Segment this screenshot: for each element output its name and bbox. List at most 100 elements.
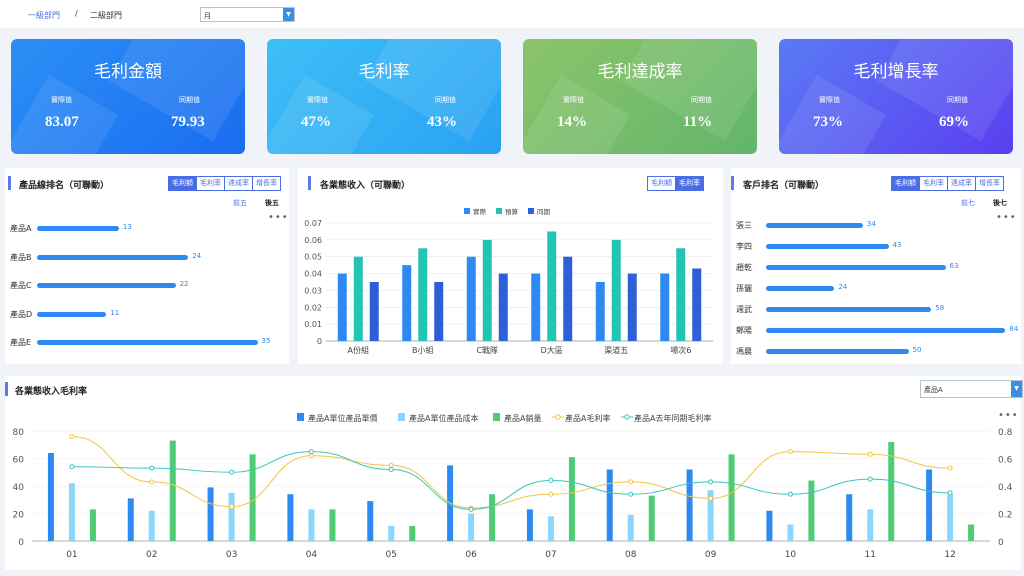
product-select[interactable]: 產品A ▼ xyxy=(920,380,1023,398)
kpi-actual-label: 實際值 xyxy=(819,96,840,104)
more-icon[interactable]: ••• xyxy=(996,212,1017,223)
rank-value: 22 xyxy=(179,280,189,288)
line-point xyxy=(229,504,235,510)
rank-bar[interactable] xyxy=(37,226,119,231)
line-point xyxy=(388,467,394,472)
kpi-card[interactable]: 毛利率 實際值 同期值 47% 43% xyxy=(267,39,501,154)
tab-achievement[interactable]: 達成率 xyxy=(225,177,253,190)
kpi-prior-label: 同期值 xyxy=(435,96,456,104)
tab-growth[interactable]: 增長率 xyxy=(253,177,280,190)
breadcrumb-level1[interactable]: 一級部門 xyxy=(28,11,60,20)
tab-achievement[interactable]: 達成率 xyxy=(948,177,976,190)
customer-rank-tabs: 毛利額 毛利率 達成率 增長率 xyxy=(891,176,1004,191)
rank-bar[interactable] xyxy=(766,223,863,228)
margin-panel: 各業態收入毛利率 產品A ▼ ••• 0 20 40 60 80 0 0.2 0.4 0.6 0.… xyxy=(5,376,1023,570)
rank-bar[interactable] xyxy=(766,244,889,249)
y-tick-label: 0.02 xyxy=(304,303,322,312)
y-tick-label: 40 xyxy=(13,483,25,493)
kpi-card[interactable]: 毛利達成率 實際值 同期值 14% 11% xyxy=(523,39,757,154)
line-point xyxy=(787,491,793,497)
rank-label: 產品A xyxy=(10,224,32,233)
x-tick-label: B小組 xyxy=(412,345,434,355)
x-tick-label: 09 xyxy=(705,550,717,560)
y-tick-label: 0.07 xyxy=(304,219,322,228)
kpi-prior-label: 同期值 xyxy=(947,96,968,104)
bottom-seven-link[interactable]: 後七 xyxy=(993,199,1007,207)
x-tick-label: 07 xyxy=(545,550,556,560)
legend-label: 產品A單位產品成本 xyxy=(409,413,478,423)
rank-bar[interactable] xyxy=(37,254,189,260)
bar xyxy=(563,256,573,341)
x-tick-label: 05 xyxy=(386,550,397,560)
bar xyxy=(418,248,428,341)
rank-value: 84 xyxy=(1009,325,1019,333)
kpi-card[interactable]: 毛利金額 實際值 同期值 83.07 79.93 xyxy=(11,39,245,154)
y2-tick-label: 0 xyxy=(998,538,1004,548)
rank-bar[interactable] xyxy=(766,286,835,291)
bar xyxy=(207,487,214,541)
rank-value: 50 xyxy=(912,346,922,354)
legend-label: 產品A銷量 xyxy=(504,413,541,423)
tab-gross-amount[interactable]: 毛利額 xyxy=(892,177,920,190)
rank-value: 35 xyxy=(261,337,271,345)
breadcrumb-level2[interactable]: 二級部門 xyxy=(90,11,122,20)
kpi-actual-label: 實際值 xyxy=(51,96,72,104)
rank-value: 24 xyxy=(192,251,202,260)
title-accent xyxy=(8,176,11,190)
bar xyxy=(611,239,621,341)
x-tick-label: 場次6 xyxy=(670,345,691,355)
bar xyxy=(68,483,75,541)
line-point xyxy=(388,462,394,468)
top-seven-link[interactable]: 前七 xyxy=(961,199,975,207)
period-select[interactable]: 月 ▼ xyxy=(200,7,295,22)
kpi-prior-value: 11% xyxy=(683,114,713,130)
breadcrumb-separator: / xyxy=(75,9,78,18)
bar xyxy=(707,490,714,541)
x-tick-label: C戰隊 xyxy=(476,345,498,355)
bar xyxy=(660,273,670,341)
bar xyxy=(808,480,815,541)
tab-growth[interactable]: 增長率 xyxy=(976,177,1003,190)
rank-bar[interactable] xyxy=(37,311,107,317)
more-icon[interactable]: ••• xyxy=(268,212,289,223)
rank-value: 13 xyxy=(122,223,132,231)
tab-gross-rate[interactable]: 毛利率 xyxy=(676,177,703,190)
bar xyxy=(606,469,613,541)
title-accent xyxy=(5,382,8,396)
bar xyxy=(627,514,634,541)
business-income-tabs: 毛利額 毛利率 xyxy=(647,176,704,191)
kpi-prior-value: 79.93 xyxy=(171,114,205,130)
kpi-title: 毛利率 xyxy=(358,62,410,82)
rank-bar[interactable] xyxy=(766,328,1006,333)
tab-gross-rate[interactable]: 毛利率 xyxy=(920,177,948,190)
top-five-link[interactable]: 前五 xyxy=(233,199,247,207)
rank-bar[interactable] xyxy=(37,283,176,288)
kpi-prior-label: 同期值 xyxy=(691,96,712,104)
bar xyxy=(466,256,476,341)
tab-gross-amount[interactable]: 毛利額 xyxy=(169,177,197,190)
x-tick-label: D大區 xyxy=(541,345,563,355)
kpi-card[interactable]: 毛利增長率 實際值 同期值 73% 69% xyxy=(779,39,1013,154)
tab-gross-rate[interactable]: 毛利率 xyxy=(197,177,225,190)
legend-swatch xyxy=(493,413,500,421)
rank-bar[interactable] xyxy=(37,340,258,345)
tab-gross-amount[interactable]: 毛利額 xyxy=(648,177,676,190)
rank-bar[interactable] xyxy=(766,265,946,270)
chevron-down-icon[interactable]: ▼ xyxy=(283,8,294,21)
bar xyxy=(531,273,541,341)
y-tick-label: 0.04 xyxy=(304,270,322,279)
chevron-down-icon[interactable]: ▼ xyxy=(1011,381,1022,397)
legend-label: 預算 xyxy=(505,207,519,216)
title-accent xyxy=(308,176,311,190)
rank-bar[interactable] xyxy=(766,307,932,312)
bottom-five-link[interactable]: 後五 xyxy=(265,199,279,207)
x-tick-label: 06 xyxy=(465,550,477,560)
bar xyxy=(686,469,693,541)
rank-bar[interactable] xyxy=(766,349,909,354)
line-point xyxy=(149,479,155,485)
kpi-actual-value: 14% xyxy=(557,114,587,130)
x-tick-label: 04 xyxy=(306,550,318,560)
rank-label: 張三 xyxy=(736,221,752,230)
legend-label: 產品A毛利率 xyxy=(565,413,610,423)
more-icon[interactable]: ••• xyxy=(998,410,1019,421)
